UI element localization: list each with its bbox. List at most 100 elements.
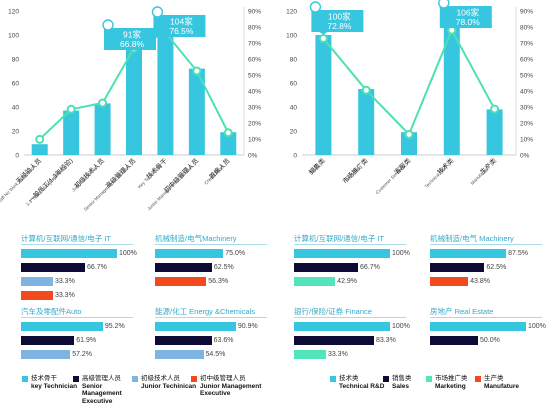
hbar-senior [155,263,212,272]
y-left-tick-label: 20 [290,129,298,136]
y-left-tick-label: 120 [8,9,19,16]
y-right-tick-label: 90% [248,9,261,16]
y-left-tick-label: 40 [290,105,298,112]
y-left-tick-label: 20 [12,129,20,136]
x-tick-label-en: Manufacture [470,164,492,186]
callout-box [104,28,156,50]
legend-swatch [426,376,432,382]
callout-box [153,15,206,37]
panel-title: 房地产 Real Estate [430,307,494,316]
hbar-value-label: 62.5% [213,264,234,271]
callout-count: 104家 [170,17,193,27]
legend-item-tech: 技术类 Technical R&D [330,375,391,390]
callout-count: 100家 [328,12,351,22]
hbar-sales [430,263,485,272]
hbar-value-label: 100% [392,250,410,257]
panel-title: 汽车及零配件Auto [21,307,82,316]
hbar-value-label: 63.6% [213,337,234,344]
y-right-tick-label: 90% [520,9,533,16]
legend-label-cn: 生产类 [484,375,504,382]
legend-item-sales: 销售类 Sales [383,375,434,390]
hbar-value-label: 83.3% [375,337,396,344]
y-right-tick-label: 20% [248,121,261,128]
callout-count: 106家 [456,8,479,18]
line-point [35,134,45,144]
y-right-tick-label: 40% [248,89,261,96]
panel-underline [430,244,542,245]
callout-ring [102,19,114,31]
hbar-sales [294,336,374,345]
hbar-senior [21,336,75,345]
panel-underline [430,317,542,318]
legend-text: 销售类 Sales [392,375,434,390]
bar [157,30,174,156]
panel-underline [21,317,133,318]
hbar-tech [21,249,117,258]
x-tick-label-en: Customer Services [375,164,406,195]
callout-pct: 76.5% [169,26,194,36]
hbar-senior [155,336,212,345]
bar [358,89,375,155]
panel-underline [21,244,133,245]
callout-pct: 78.0% [456,17,481,27]
legend-label-en: Manufature [484,382,520,390]
y-right-tick-label: 10% [248,137,261,144]
legend-swatch [475,376,481,382]
panel-underline [155,244,267,245]
line-point [223,128,233,138]
x-tick-label-en: Chief Officer [203,164,225,186]
panel-underline [294,244,406,245]
legend-text: 初级技术人员 Junior Techinican [141,375,197,390]
panel-title: 机械制造/电气 Machinery [430,234,514,243]
hbar-tech [155,249,224,258]
bar [31,144,48,155]
hbar-sales [294,263,359,272]
legend-text: 市场推广类 Marketing [435,375,483,390]
hbar-tech [430,322,526,331]
hbar-value-label: 66.7% [87,264,107,271]
hbar-value-label: 33.3% [54,278,75,285]
hbar-value-label: 43.8% [470,278,490,285]
y-right-tick-label: 10% [520,137,533,144]
legend-label-cn: 初级技术人员 [141,375,180,382]
hbar-manufacture [430,277,469,286]
y-left-tick-label: 100 [8,33,19,40]
y-left-tick-label: 0 [15,153,19,160]
hbar-tech [21,322,103,331]
legend-item-marketing: 市场推广类 Marketing [426,375,483,390]
hbar-marketing [294,350,326,359]
hbar-junior [21,350,71,359]
legend-text: 初中级管理人员 Junior Management Executive [200,375,262,398]
callout-ring [438,0,450,9]
legend-label-en: Technical R&D [339,382,385,390]
callout-box [439,6,492,28]
legend-label-cn: 高级管理人员 [82,375,121,382]
legend-swatch [132,376,138,382]
hbar-value-label: 57.2% [72,351,93,358]
y-right-tick-label: 60% [248,57,261,64]
legend-text: 高级管理人员 Senior Management Executive [82,375,138,405]
x-tick-label-en: Key Technician [137,164,163,190]
callout-ring [309,1,322,13]
y-right-tick-label: 30% [520,105,533,112]
hbar-value-label: 33.3% [327,351,348,358]
line-point [318,34,328,44]
hbar-value-label: 100% [528,323,546,330]
hbar-value-label: 50.0% [480,337,500,344]
y-left-tick-label: 60 [12,81,20,88]
hbar-value-label: 95.2% [104,323,125,330]
panel-title: 银行/保险/证券 Finance [294,307,372,316]
legend-label-en: Junior Management Executive [200,382,262,398]
legend-item-junior_mgmt: 初中级管理人员 Junior Management Executive [191,375,262,398]
callout-pct: 72.8% [327,21,352,31]
callout-pct: 66.8% [120,39,145,49]
line-point [192,66,202,76]
legend-label-cn: 市场推广类 [435,375,468,382]
y-right-tick-label: 50% [248,73,261,80]
legend-label-cn: 销售类 [392,375,412,382]
legend-text: 技术骨干 key Technician [31,375,79,390]
legend-swatch [330,376,336,382]
bar [486,109,503,155]
y-left-tick-label: 120 [286,9,297,16]
y-right-tick-label: 0% [248,153,258,160]
